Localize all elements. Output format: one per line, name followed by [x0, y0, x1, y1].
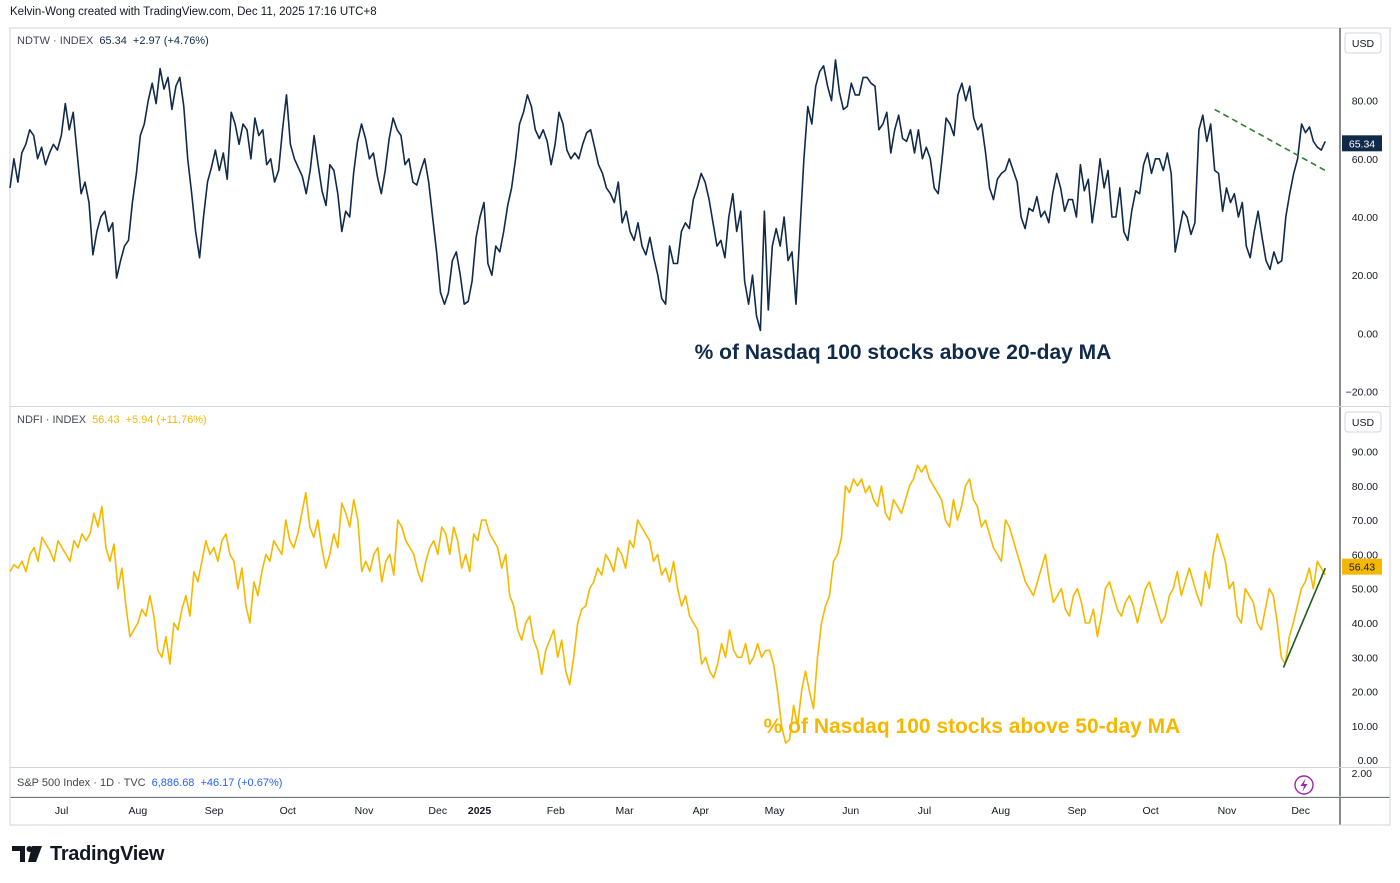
y-tick-label: 0.00	[1358, 755, 1379, 767]
y-tick-label: 70.00	[1352, 515, 1378, 527]
x-tick-label: Dec	[428, 805, 447, 817]
chart-frame	[9, 27, 1391, 798]
last-price-label: 65.34	[1349, 138, 1375, 150]
brand-name: TradingView	[50, 842, 165, 865]
trendline	[1214, 108, 1326, 172]
chart-header: Kelvin-Wong created with TradingView.com…	[10, 6, 377, 18]
chart-annotation: % of Nasdaq 100 stocks above 20-day MA	[695, 341, 1112, 364]
chart-annotation: % of Nasdaq 100 stocks above 50-day MA	[764, 715, 1181, 738]
y-tick-label: 50.00	[1352, 584, 1378, 596]
time-axis-frame	[9, 796, 1391, 826]
legend-change: +2.97 (+4.76%)	[133, 35, 209, 47]
x-tick-label: 2025	[468, 805, 492, 817]
x-tick-label: Feb	[547, 805, 565, 817]
y-tick-label: 2.00	[1352, 768, 1373, 780]
currency-button	[1344, 411, 1382, 433]
legend-last-value: 6,886.68	[152, 777, 195, 789]
last-price-tag	[1342, 558, 1382, 575]
y-tick-label: 10.00	[1352, 721, 1378, 733]
y-tick-label: 40.00	[1352, 212, 1378, 224]
y-tick-label: 40.00	[1352, 618, 1378, 630]
legend-change: +5.94 (+11.76%)	[126, 414, 207, 426]
brand-logo: TradingView	[12, 843, 164, 865]
x-tick-label: Aug	[128, 805, 147, 817]
x-tick-label: Jun	[842, 805, 859, 817]
x-tick-label: Apr	[693, 805, 710, 817]
series-line-ndfi	[9, 464, 1326, 744]
y-tick-label: 20.00	[1352, 270, 1378, 282]
legend-last-value: 56.43	[92, 414, 120, 426]
y-tick-label: −20.00	[1346, 386, 1379, 398]
y-tick-label: 60.00	[1352, 549, 1378, 561]
x-tick-label: Sep	[205, 805, 224, 817]
y-tick-label: 60.00	[1352, 154, 1378, 166]
trendline	[1282, 567, 1326, 668]
currency-label: USD	[1352, 417, 1375, 429]
last-price-label: 56.43	[1349, 562, 1375, 574]
series-line-ndtw	[9, 59, 1326, 332]
legend-change: +46.17 (+0.67%)	[200, 777, 282, 789]
x-tick-label: Aug	[991, 805, 1010, 817]
x-tick-label: Nov	[355, 805, 374, 817]
y-tick-label: 30.00	[1352, 652, 1378, 664]
legend-last-value: 65.34	[99, 35, 127, 47]
x-tick-label: May	[765, 805, 786, 817]
y-tick-label: 0.00	[1358, 328, 1379, 340]
y-tick-label: 80.00	[1352, 96, 1378, 108]
legend-symbol: NDFI · INDEX	[17, 414, 87, 426]
y-tick-label: 20.00	[1352, 687, 1378, 699]
x-tick-label: Mar	[616, 805, 635, 817]
lightning-icon-glyph	[1300, 778, 1308, 792]
legend-symbol: NDTW · INDEX	[17, 35, 94, 47]
legend-symbol: S&P 500 Index · 1D · TVC	[17, 777, 146, 789]
currency-label: USD	[1352, 38, 1375, 50]
x-tick-label: Nov	[1218, 805, 1237, 817]
y-tick-label: 80.00	[1352, 481, 1378, 493]
x-tick-label: Oct	[1143, 805, 1159, 817]
currency-button	[1344, 32, 1382, 54]
x-tick-label: Jul	[918, 805, 931, 817]
x-tick-label: Sep	[1068, 805, 1087, 817]
y-tick-label: 90.00	[1352, 447, 1378, 459]
last-price-tag	[1342, 135, 1382, 152]
x-tick-label: Oct	[280, 805, 296, 817]
tradingview-logo-icon	[12, 846, 42, 862]
x-tick-label: Jul	[55, 805, 68, 817]
x-tick-label: Dec	[1291, 805, 1310, 817]
